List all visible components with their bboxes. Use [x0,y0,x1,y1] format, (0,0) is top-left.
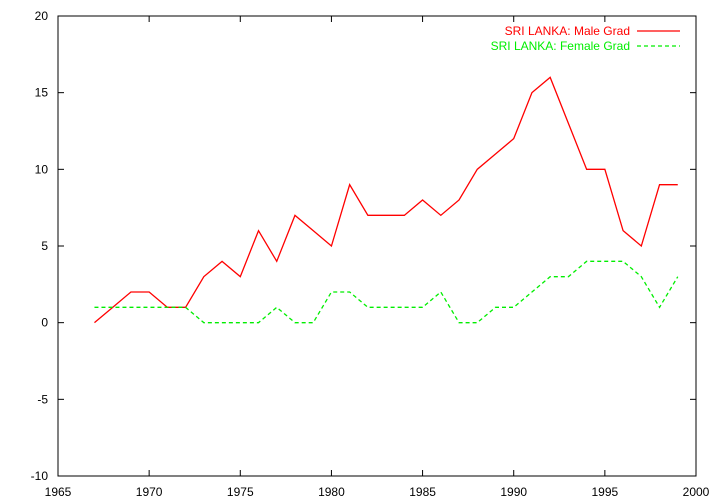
y-tick-label: 5 [41,239,48,253]
y-tick-label: 0 [41,316,48,330]
y-tick-label: 15 [35,86,49,100]
x-tick-label: 1990 [500,485,527,499]
x-tick-label: 1970 [136,485,163,499]
x-tick-label: 1995 [592,485,619,499]
y-tick-label: 20 [35,9,49,23]
axis-ticks [57,15,697,477]
x-tick-label: 1975 [227,485,254,499]
y-tick-label: -5 [37,392,48,406]
plot-frame [57,15,697,477]
series-line-male-grad [94,76,678,324]
series-lines [94,76,679,324]
legend-label: SRI LANKA: Male Grad [505,24,630,38]
x-tick-label: 1965 [45,485,72,499]
y-tick-label: 10 [35,162,49,176]
series-line-female-grad [94,260,679,324]
x-tick-label: 2000 [683,485,710,499]
x-tick-label: 1980 [318,485,345,499]
y-tick-label: -10 [31,469,49,483]
axis-tick-labels: 1965 1970 1975 1980 1985 1990 1995 2000 -10 -5 0 5 1… [31,9,710,499]
legend-label: SRI LANKA: Female Grad [491,39,630,53]
x-tick-label: 1985 [409,485,436,499]
